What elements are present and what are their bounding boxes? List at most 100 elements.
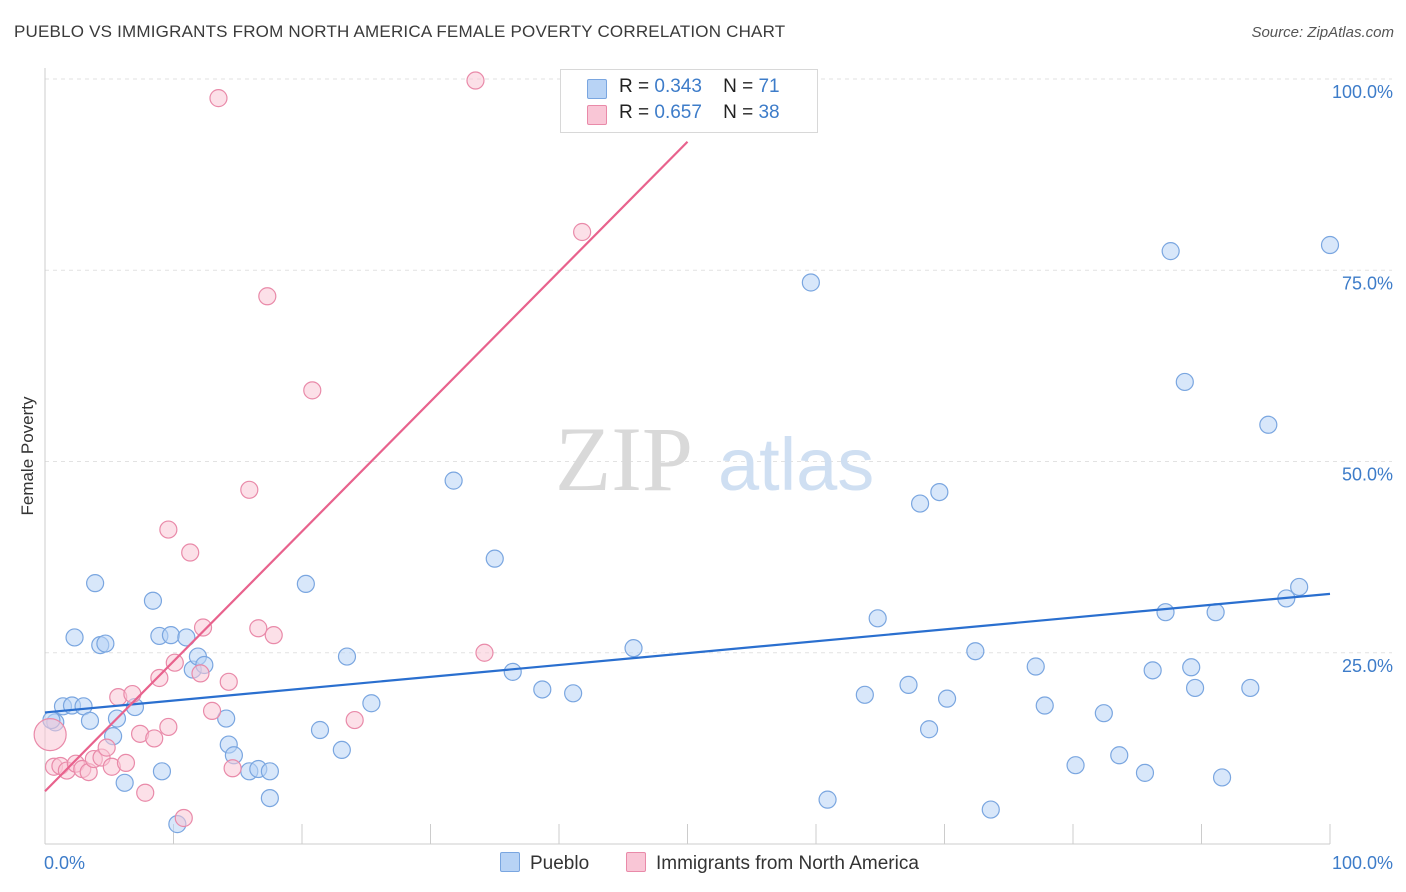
legend: R = 0.343 N = 71 R = 0.657 N = 38 [560,69,818,133]
pueblo-point [1175,372,1194,392]
bottom-legend-label-immigrants: Immigrants from North America [656,853,919,874]
immigrants-point [303,381,322,400]
pueblo-point [362,694,381,713]
legend-r-value: 0.343 [654,76,702,97]
pueblo-point [115,773,134,792]
pueblo-point [143,591,163,610]
pueblo-point [96,634,115,653]
axes [44,68,1331,845]
y-tick-label: 75.0% [1342,273,1393,293]
immigrants-point [33,718,67,752]
pueblo-point [161,626,181,645]
pueblo-point [1094,704,1113,723]
pueblo-point [818,790,837,809]
pueblo-point [485,549,504,568]
immigrants-point [150,668,169,688]
pueblo-point [966,642,985,661]
bottom-legend-pueblo: Pueblo [500,852,589,875]
pueblo-point [937,689,957,708]
immigrants-trend-line [44,140,689,792]
immigrants-point [209,89,228,108]
pueblo-point [1182,658,1201,677]
pueblo-point [1320,235,1340,255]
x-tick-label: 0.0% [44,853,85,873]
y-tick-label: 50.0% [1342,465,1393,485]
legend-n-label: N = [723,102,754,123]
immigrants-point [219,672,238,691]
pueblo-point [337,647,357,666]
pueblo-point [1212,768,1232,787]
bottom-legend-immigrants: Immigrants from North America [626,852,919,875]
legend-r-label: R = [619,102,650,123]
pueblo-point [868,609,887,628]
pueblo-point [332,740,351,760]
source-credit: Source: ZipAtlas.com [1251,24,1394,41]
pueblo-point [1026,657,1045,676]
pueblo-point [296,574,315,594]
immigrants-point [145,729,164,748]
immigrants-point [181,543,200,562]
immigrants-point [191,664,210,683]
pueblo-point [260,762,279,781]
bottom-legend-swatch-immigrants [626,852,646,872]
immigrants-point [116,753,136,773]
pueblo-point [1259,415,1278,434]
pueblo-point [444,471,463,490]
legend-n-label: N = [723,76,754,97]
pueblo-point [86,574,105,593]
pueblo-point [855,685,874,704]
legend-n-value: 71 [758,76,780,97]
immigrants-point [174,808,193,828]
pueblo-point [503,662,522,681]
pueblo-point [919,720,939,739]
bottom-legend-swatch-pueblo [500,852,520,872]
pueblo-point [65,628,84,647]
immigrants-point [159,520,178,539]
watermark-atlas: atlas [718,423,874,506]
y-tick-label: 100.0% [1332,82,1393,102]
immigrants-point [159,717,178,737]
immigrants-point [249,619,268,638]
immigrants-point [202,701,222,720]
pueblo-point [1206,603,1225,622]
immigrants-point [475,643,494,662]
pueblo-point [80,711,100,730]
legend-n-value: 38 [758,102,780,123]
legend-r-value: 0.657 [654,102,702,123]
watermark: ZIP atlas [555,408,874,510]
pueblo-point [217,709,236,728]
bottom-legend-label-pueblo: Pueblo [530,853,590,874]
pueblo-point [930,483,949,502]
pueblo-point [1241,678,1260,698]
immigrants-point [345,710,364,730]
pueblo-trend-line [44,592,1331,714]
x-tick-label: 100.0% [1332,853,1393,873]
pueblo-point [564,684,583,703]
immigrants-point [223,759,242,778]
immigrants-point [573,222,592,242]
pueblo-point [1290,577,1309,597]
legend-swatch-immigrants [587,105,607,125]
pueblo-point [910,494,930,513]
pueblo-point [1066,756,1085,775]
pueblo-point [152,762,172,781]
immigrants-point [258,287,277,306]
legend-swatch-pueblo [587,79,607,99]
immigrants-point [97,738,116,757]
pueblo-points [42,235,1340,834]
pueblo-point [260,788,279,808]
pueblo-point [533,680,552,699]
pueblo-point [1143,661,1162,680]
pueblo-point [1035,696,1054,715]
trend-lines [44,140,1331,792]
pueblo-point [981,800,1000,819]
legend-r-label: R = [619,76,650,97]
pueblo-point [1135,763,1155,782]
grid-lines [45,78,1392,654]
pueblo-point [624,639,643,658]
immigrants-point [123,684,142,704]
watermark-zip: ZIP [555,408,693,510]
chart-title: PUEBLO VS IMMIGRANTS FROM NORTH AMERICA … [14,22,786,41]
immigrants-point [264,626,283,645]
